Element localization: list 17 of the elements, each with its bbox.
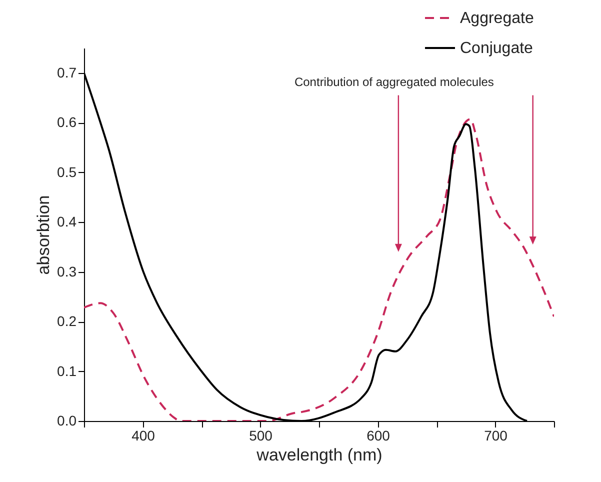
y-tick-label: 0.0: [57, 412, 77, 428]
x-tick-label: 600: [366, 428, 390, 444]
x-tick-label: 700: [484, 428, 508, 444]
y-tick-label: 0.5: [57, 164, 77, 180]
y-tick-label: 0.3: [57, 263, 77, 280]
y-tick-label: 0.4: [57, 214, 77, 230]
x-tick-label: 400: [132, 428, 156, 444]
y-tick-label: 0.1: [57, 362, 77, 379]
y-tick-label: 0.2: [57, 313, 77, 330]
y-tick-label: 0.7: [57, 64, 77, 80]
y-axis-title: absorbtion: [34, 195, 54, 275]
annotation: Contribution of aggregated molecules: [294, 75, 494, 89]
x-axis-title: wavelength (nm): [256, 446, 382, 464]
x-tick-label: 500: [249, 428, 273, 444]
y-tick-label: 0.6: [57, 114, 77, 130]
legend-label: Conjugate: [460, 40, 534, 57]
legend-label: Aggregate: [460, 10, 534, 27]
